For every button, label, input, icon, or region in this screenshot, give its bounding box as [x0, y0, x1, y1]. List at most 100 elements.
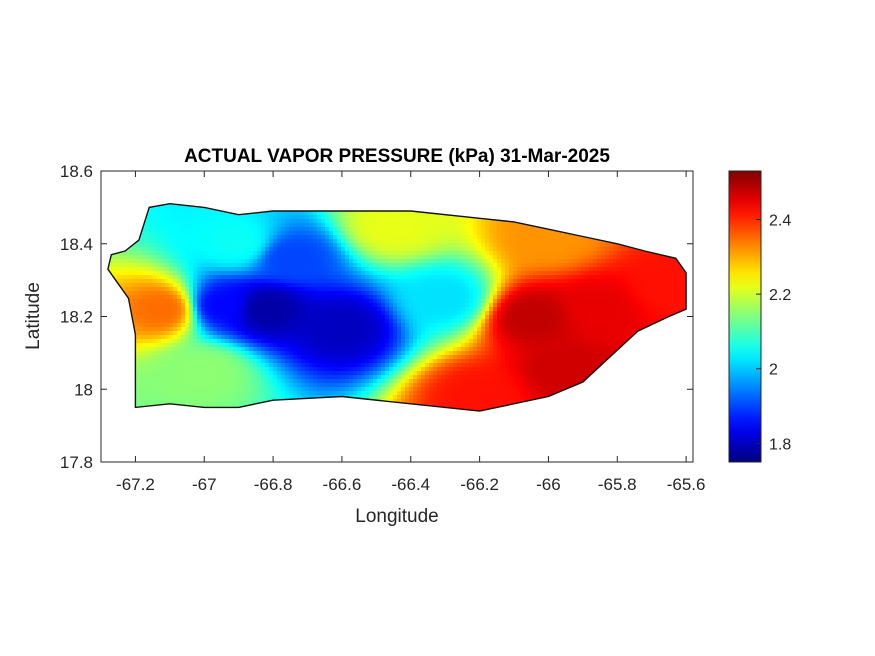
field-cell	[629, 291, 634, 296]
field-cell	[677, 267, 682, 272]
field-cell	[517, 227, 522, 232]
field-cell	[649, 271, 654, 276]
field-cell	[357, 219, 362, 224]
field-cell	[545, 287, 550, 292]
field-cell	[581, 275, 586, 280]
field-cell	[149, 291, 154, 296]
field-cell	[273, 259, 278, 264]
field-cell	[369, 231, 374, 236]
field-cell	[681, 299, 686, 304]
field-cell	[441, 263, 446, 268]
field-cell	[205, 239, 210, 244]
field-cell	[557, 295, 562, 300]
field-cell	[209, 255, 214, 260]
field-cell	[217, 211, 222, 216]
field-cell	[509, 303, 514, 308]
field-cell	[389, 247, 394, 252]
field-cell	[525, 255, 530, 260]
field-cell	[289, 219, 294, 224]
field-cell	[513, 303, 518, 308]
field-cell	[393, 279, 398, 284]
field-cell	[265, 235, 270, 240]
field-cell	[517, 295, 522, 300]
field-cell	[361, 291, 366, 296]
field-cell	[157, 267, 162, 272]
field-cell	[213, 279, 218, 284]
field-cell	[509, 267, 514, 272]
field-cell	[601, 287, 606, 292]
field-cell	[197, 271, 202, 276]
field-cell	[321, 263, 326, 268]
field-cell	[513, 227, 518, 232]
field-cell	[625, 283, 630, 288]
field-cell	[413, 247, 418, 252]
field-cell	[681, 287, 686, 292]
field-cell	[205, 235, 210, 240]
field-cell	[441, 235, 446, 240]
field-cell	[437, 223, 442, 228]
field-cell	[209, 287, 214, 292]
field-cell	[465, 279, 470, 284]
field-cell	[549, 247, 554, 252]
field-cell	[117, 259, 122, 264]
field-cell	[201, 215, 206, 220]
field-cell	[253, 283, 258, 288]
field-cell	[257, 267, 262, 272]
field-cell	[145, 283, 150, 288]
field-cell	[637, 283, 642, 288]
field-cell	[597, 279, 602, 284]
field-cell	[233, 235, 238, 240]
field-cell	[161, 207, 166, 212]
field-cell	[173, 299, 178, 304]
field-cell	[225, 227, 230, 232]
field-cell	[501, 295, 506, 300]
field-cell	[373, 279, 378, 284]
field-cell	[341, 255, 346, 260]
field-cell	[505, 283, 510, 288]
field-cell	[665, 267, 670, 272]
field-cell	[649, 263, 654, 268]
field-cell	[405, 279, 410, 284]
field-cell	[221, 243, 226, 248]
field-cell	[621, 295, 626, 300]
field-cell	[553, 259, 558, 264]
field-cell	[209, 283, 214, 288]
field-cell	[497, 299, 502, 304]
field-cell	[397, 255, 402, 260]
field-cell	[309, 291, 314, 296]
field-cell	[469, 259, 474, 264]
field-cell	[433, 287, 438, 292]
field-cell	[321, 239, 326, 244]
field-cell	[433, 247, 438, 252]
field-cell	[345, 239, 350, 244]
field-cell	[325, 223, 330, 228]
field-cell	[273, 215, 278, 220]
field-cell	[669, 271, 674, 276]
field-cell	[321, 291, 326, 296]
field-cell	[425, 303, 430, 308]
field-cell	[445, 215, 450, 220]
field-cell	[265, 283, 270, 288]
field-cell	[445, 223, 450, 228]
field-cell	[157, 255, 162, 260]
field-cell	[389, 223, 394, 228]
field-cell	[409, 255, 414, 260]
field-cell	[265, 299, 270, 304]
field-cell	[477, 247, 482, 252]
field-cell	[477, 227, 482, 232]
field-cell	[325, 227, 330, 232]
field-cell	[437, 219, 442, 224]
field-cell	[481, 247, 486, 252]
field-cell	[357, 251, 362, 256]
field-cell	[645, 283, 650, 288]
field-cell	[305, 247, 310, 252]
field-cell	[345, 227, 350, 232]
field-cell	[165, 239, 170, 244]
field-cell	[229, 239, 234, 244]
field-cell	[177, 259, 182, 264]
field-cell	[297, 247, 302, 252]
field-cell	[533, 295, 538, 300]
field-cell	[569, 247, 574, 252]
field-cell	[585, 251, 590, 256]
field-cell	[481, 243, 486, 248]
